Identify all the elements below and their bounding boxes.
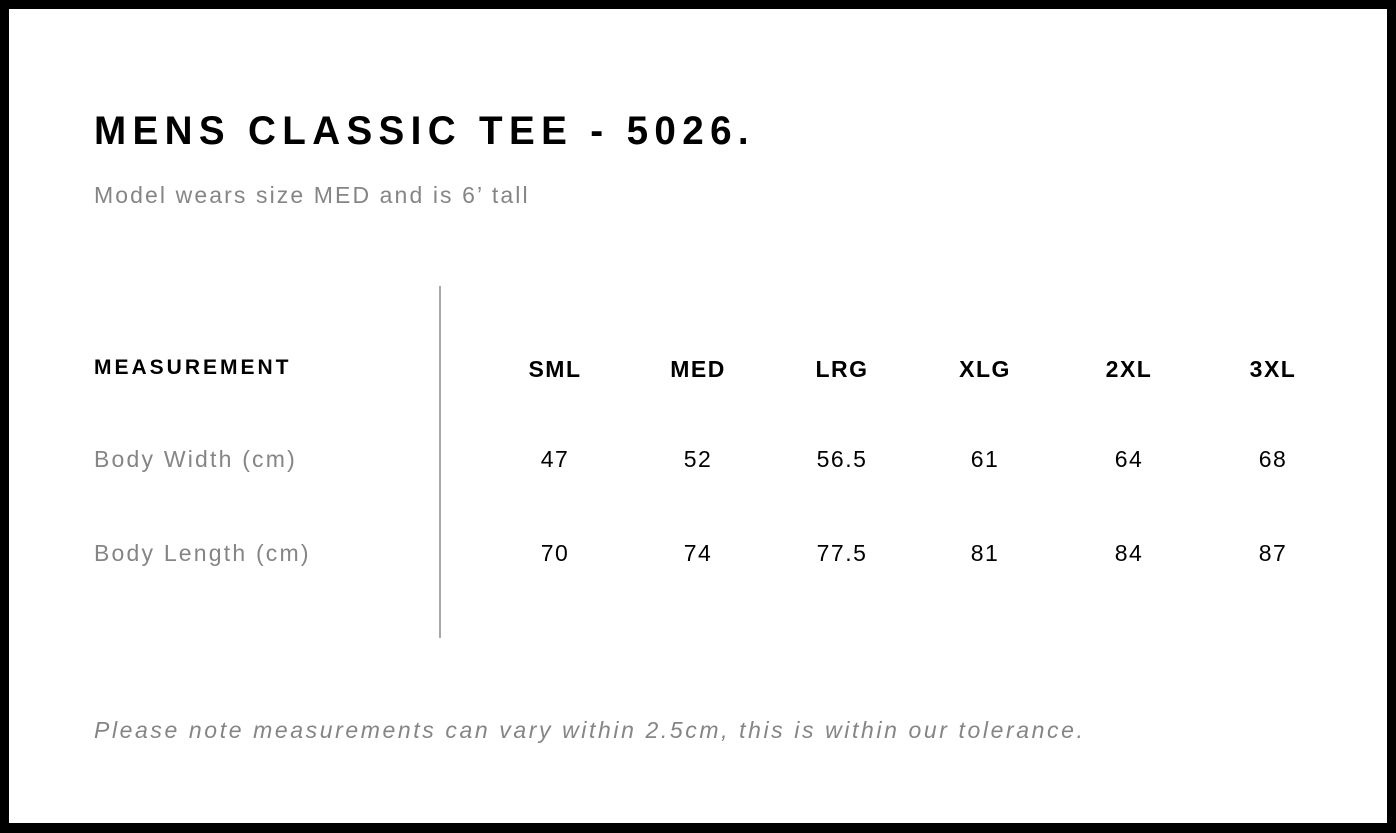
measurement-cell: 68 [1258,446,1288,472]
measurement-cell: 64 [1114,446,1144,472]
row-label: Body Length (cm) [94,540,311,566]
measurement-header: MEASUREMENT [94,356,292,379]
measurement-cell: 81 [970,540,1000,566]
measurement-cell: 52 [683,446,713,472]
size-header-2xl: 2XL [1105,356,1153,382]
measurement-cell: 56.5 [816,446,868,472]
measurement-cell: 47 [540,446,570,472]
measurement-cell: 70 [540,540,570,566]
size-header-lrg: LRG [815,356,869,382]
page-title: MENS CLASSIC TEE - 5026. [94,109,755,153]
size-header-sml: SML [528,356,582,382]
measurement-cell: 74 [683,540,713,566]
measurement-cell: 77.5 [816,540,868,566]
measurement-cell: 84 [1114,540,1144,566]
row-label: Body Width (cm) [94,446,297,472]
column-divider [439,286,441,638]
measurement-cell: 61 [970,446,1000,472]
tolerance-note: Please note measurements can vary within… [94,717,1086,743]
measurement-cell: 87 [1258,540,1288,566]
size-header-med: MED [670,356,726,382]
model-info: Model wears size MED and is 6’ tall [94,182,530,208]
size-header-3xl: 3XL [1249,356,1297,382]
size-chart-card: MENS CLASSIC TEE - 5026. Model wears siz… [9,9,1387,823]
size-header-xlg: XLG [959,356,1011,382]
